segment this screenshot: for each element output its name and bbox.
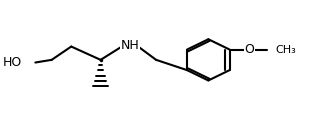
Text: O: O [244, 43, 254, 56]
Text: HO: HO [3, 56, 22, 69]
Text: CH₃: CH₃ [275, 45, 296, 55]
Text: NH: NH [121, 39, 139, 52]
